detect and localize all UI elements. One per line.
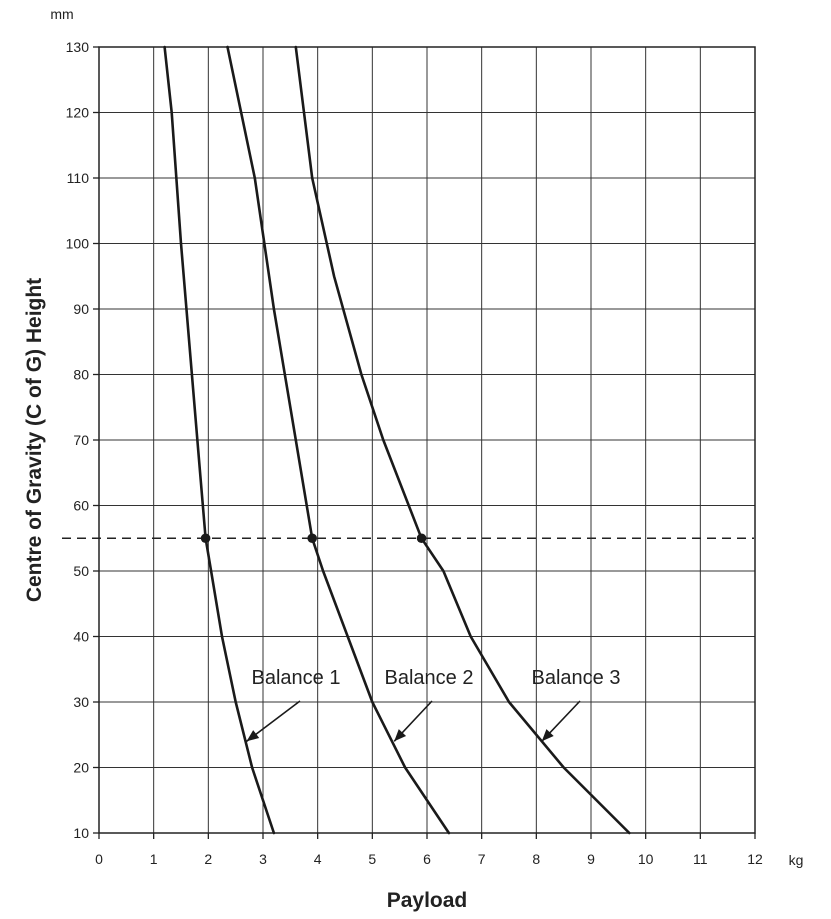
x-tick-label: 5 (368, 851, 376, 867)
grid (93, 46, 756, 839)
y-tick-label: 120 (66, 105, 90, 121)
intersection-point (200, 533, 211, 544)
y-tick-label: 90 (73, 301, 89, 317)
y-tick-label: 40 (73, 629, 89, 645)
y-axis-title: Centre of Gravity (C of G) Height (23, 278, 46, 602)
x-tick-label: 9 (587, 851, 595, 867)
series-annotations: Balance 1 Balance 2 Balance 3 (246, 667, 621, 742)
intersection-markers (200, 533, 427, 544)
y-tick-label: 100 (66, 236, 90, 252)
x-tick-label: 10 (638, 851, 654, 867)
annotation-label-balance-1: Balance 1 (252, 667, 341, 689)
x-tick-label: 12 (747, 851, 763, 867)
x-tick-label: 2 (204, 851, 212, 867)
x-tick-labels: 0 1 2 3 4 5 6 7 8 9 10 11 12 (95, 851, 763, 867)
annotation-arrowhead-balance-2 (394, 729, 407, 742)
annotation-arrowhead-balance-3 (541, 729, 554, 742)
x-tick-label: 1 (150, 851, 158, 867)
x-tick-label: 7 (478, 851, 486, 867)
y-tick-label: 30 (73, 694, 89, 710)
y-tick-label: 70 (73, 432, 89, 448)
y-unit-label: mm (50, 6, 73, 22)
x-tick-label: 8 (532, 851, 540, 867)
y-tick-label: 130 (66, 39, 90, 55)
x-tick-label: 11 (693, 851, 708, 867)
y-tick-label: 10 (73, 825, 89, 841)
annotation-label-balance-2: Balance 2 (385, 667, 474, 689)
intersection-point (307, 533, 318, 544)
annotation-label-balance-3: Balance 3 (532, 667, 621, 689)
x-tick-label: 6 (423, 851, 431, 867)
x-tick-label: 4 (314, 851, 322, 867)
y-tick-label: 80 (73, 367, 89, 383)
x-unit-label: kg (789, 852, 804, 868)
y-tick-label: 60 (73, 498, 89, 514)
intersection-point (416, 533, 427, 544)
plot-frame (98, 46, 756, 834)
x-tick-label: 0 (95, 851, 103, 867)
x-axis-title: Payload (387, 889, 468, 912)
x-tick-label: 3 (259, 851, 267, 867)
y-tick-label: 110 (67, 170, 90, 186)
y-tick-labels: 10 20 30 40 50 60 70 80 90 100 110 120 130 (66, 39, 90, 841)
series-line-balance-2 (226, 45, 451, 835)
y-tick-label: 50 (73, 563, 89, 579)
y-tick-label: 20 (73, 760, 89, 776)
annotation-arrowhead-balance-1 (246, 730, 260, 742)
